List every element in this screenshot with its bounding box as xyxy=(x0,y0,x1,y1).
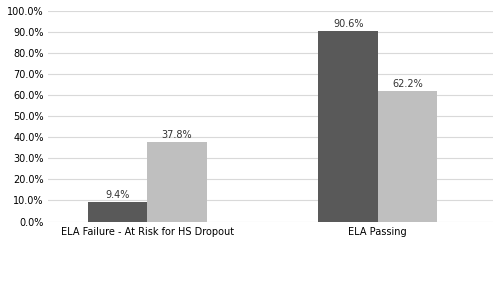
Text: 62.2%: 62.2% xyxy=(392,79,423,89)
Bar xyxy=(88,202,147,222)
Bar xyxy=(378,91,437,222)
Bar xyxy=(318,31,378,222)
Text: 37.8%: 37.8% xyxy=(162,130,192,140)
Bar xyxy=(147,142,206,222)
Text: 9.4%: 9.4% xyxy=(106,190,130,200)
Text: 90.6%: 90.6% xyxy=(333,19,364,29)
